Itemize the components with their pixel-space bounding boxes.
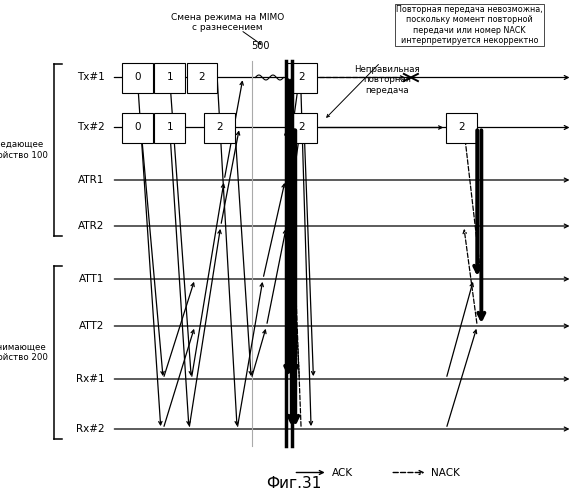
Text: Tx#1: Tx#1 (77, 72, 104, 83)
FancyBboxPatch shape (154, 112, 185, 142)
Text: Фиг.31: Фиг.31 (266, 476, 321, 491)
Text: ATT2: ATT2 (79, 321, 104, 331)
Text: 2: 2 (198, 72, 205, 83)
Text: ATR2: ATR2 (78, 221, 104, 231)
Text: ACK: ACK (332, 468, 353, 477)
Text: Смена режима на MIMO
с разнесением: Смена режима на MIMO с разнесением (171, 12, 284, 32)
Text: Принимающее
устройство 200: Принимающее устройство 200 (0, 342, 48, 362)
FancyBboxPatch shape (286, 112, 317, 142)
Text: 500: 500 (251, 41, 270, 51)
FancyBboxPatch shape (122, 112, 153, 142)
Text: Неправильная
повторная
передача: Неправильная повторная передача (355, 65, 420, 95)
Text: ATR1: ATR1 (78, 175, 104, 185)
Text: 0: 0 (134, 122, 141, 132)
FancyBboxPatch shape (286, 62, 317, 92)
FancyBboxPatch shape (187, 62, 217, 92)
Text: 2: 2 (458, 122, 465, 132)
Text: 0: 0 (134, 72, 141, 83)
Text: 1: 1 (166, 122, 173, 132)
Text: 2: 2 (216, 122, 223, 132)
Text: ATT1: ATT1 (79, 274, 104, 284)
FancyBboxPatch shape (446, 112, 477, 142)
Text: Передающее
устройство 100: Передающее устройство 100 (0, 140, 48, 160)
Text: 2: 2 (298, 72, 305, 83)
Text: 2: 2 (298, 122, 305, 132)
Text: NACK: NACK (431, 468, 460, 477)
Text: 1: 1 (166, 72, 173, 83)
Text: Rx#1: Rx#1 (76, 374, 104, 384)
FancyBboxPatch shape (154, 62, 185, 92)
Text: Tx#2: Tx#2 (77, 122, 104, 132)
FancyBboxPatch shape (122, 62, 153, 92)
FancyBboxPatch shape (204, 112, 235, 142)
Text: Повторная передача невозможна,
поскольку момент повторной
передачи или номер NAC: Повторная передача невозможна, поскольку… (396, 5, 543, 45)
Text: Rx#2: Rx#2 (76, 424, 104, 434)
